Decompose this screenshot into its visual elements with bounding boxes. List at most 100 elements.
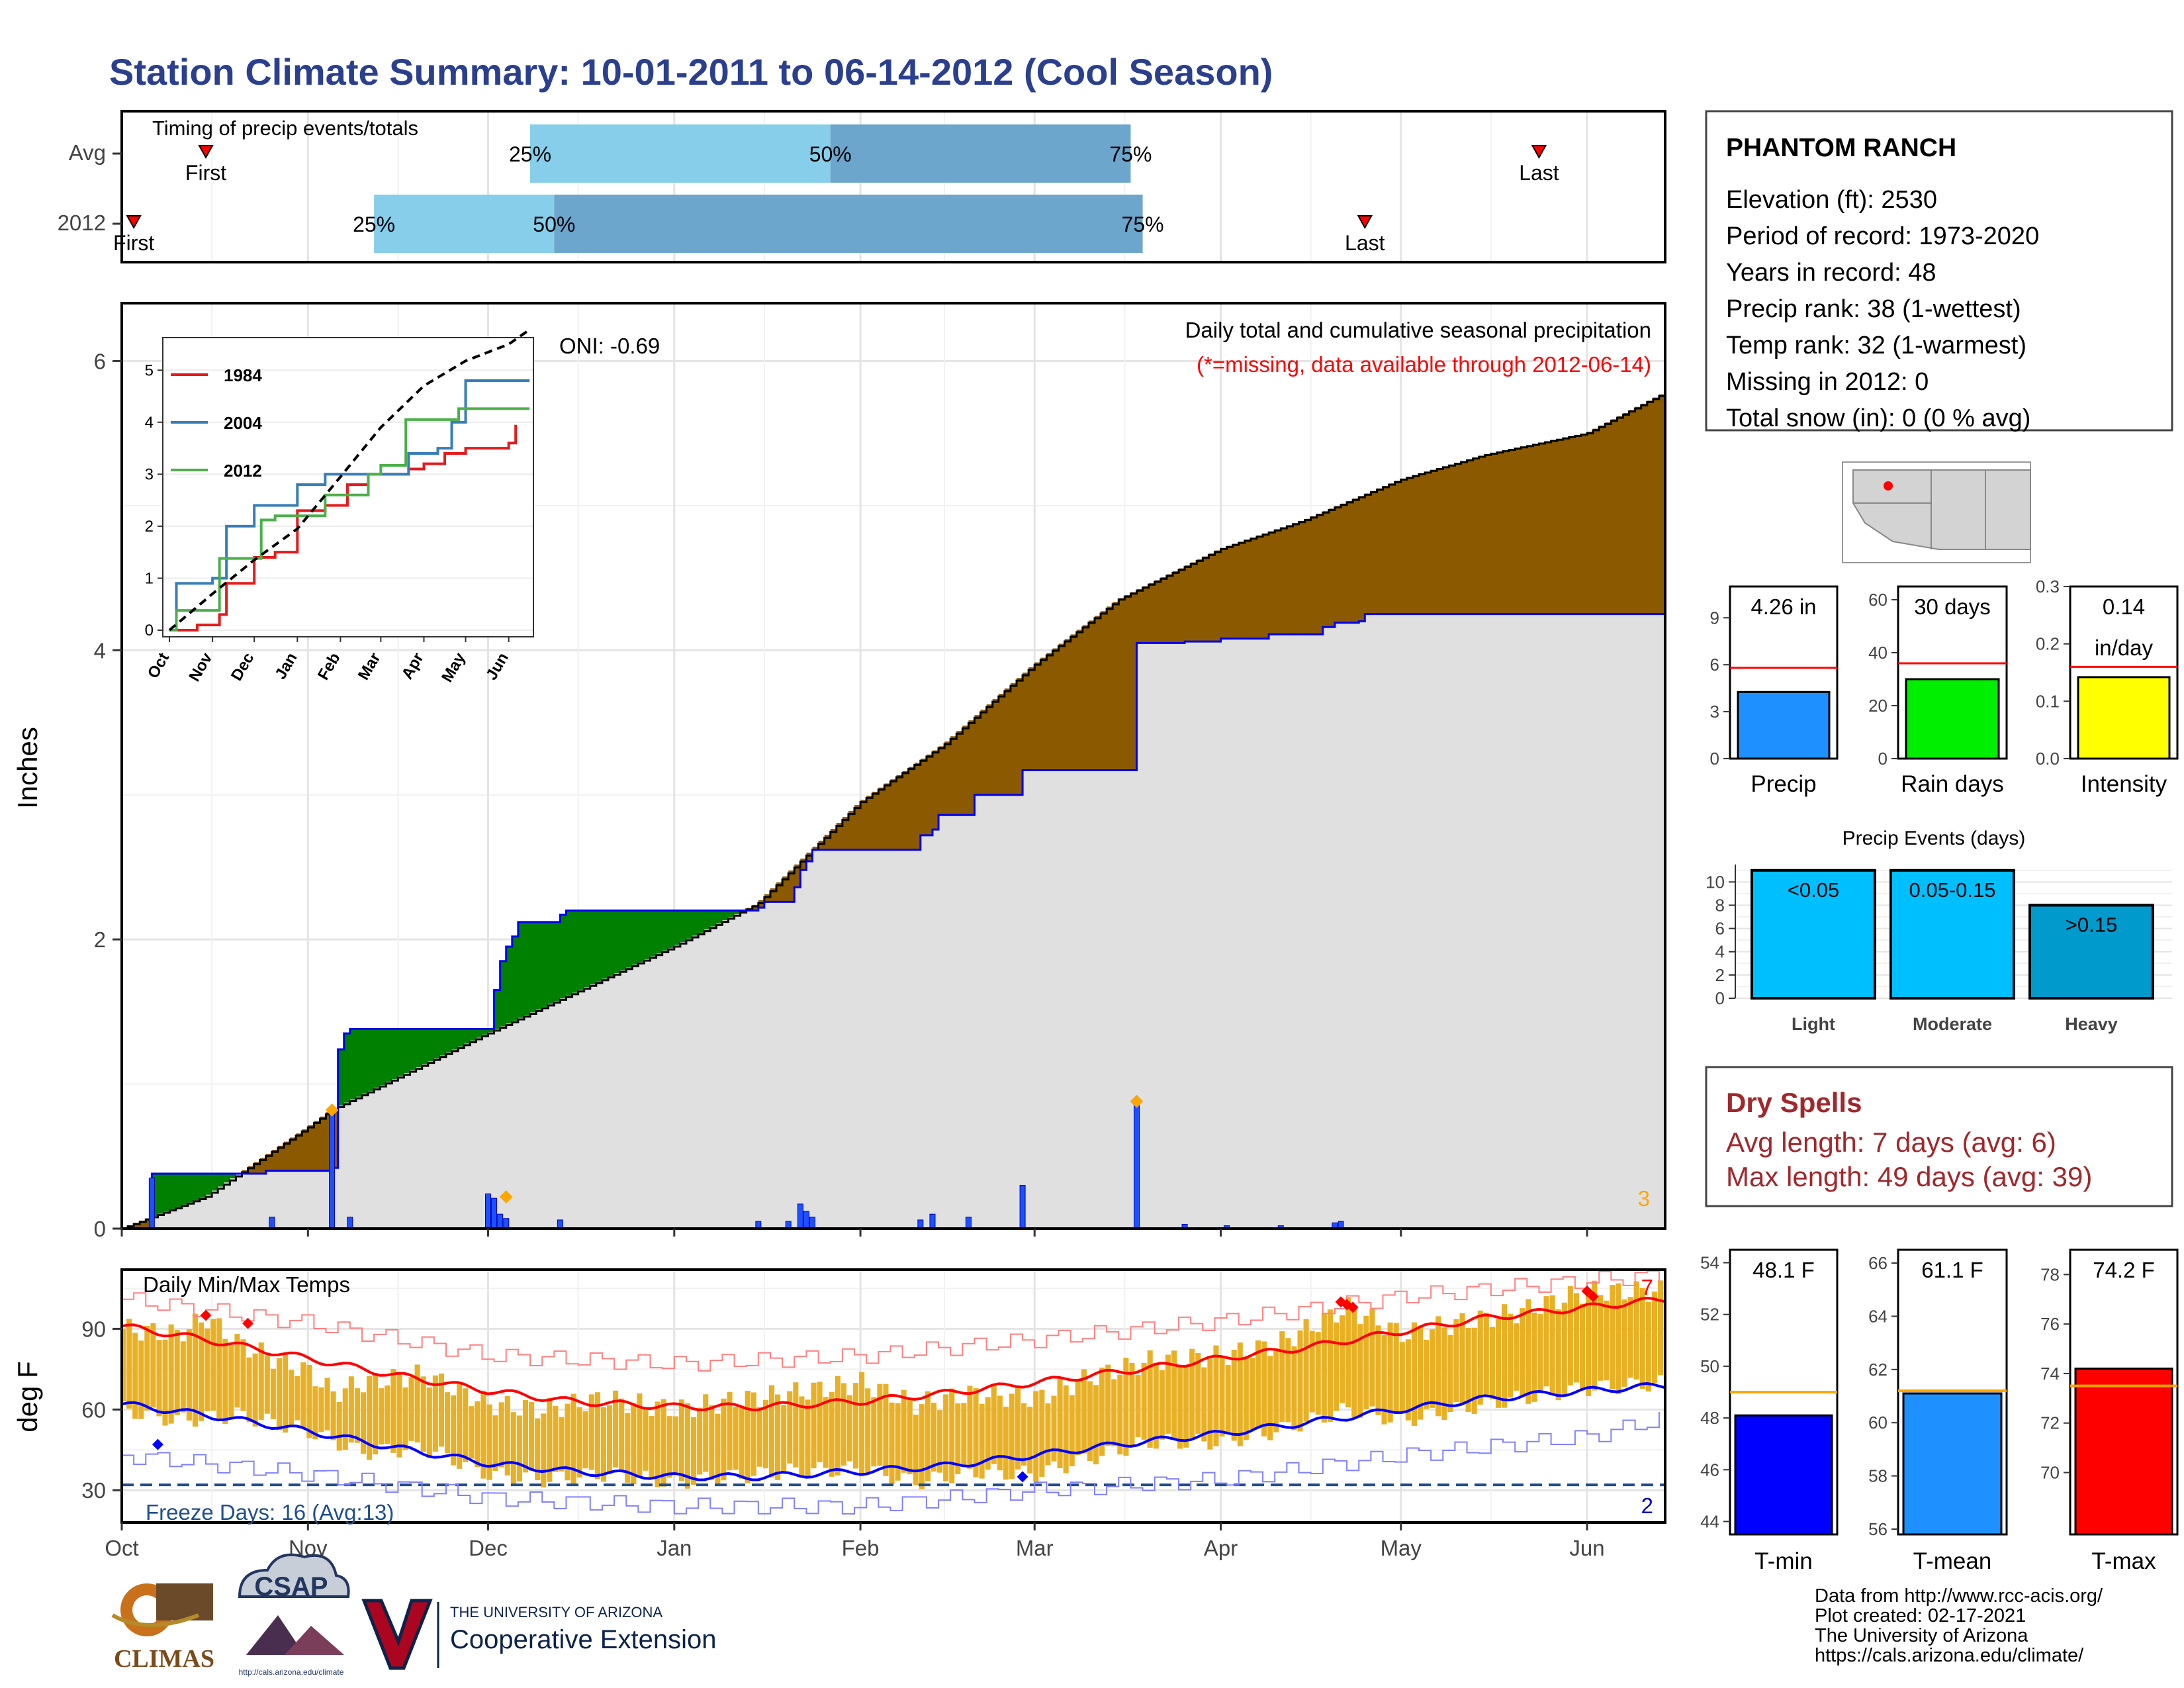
timing-first-label: First: [185, 161, 226, 185]
record-high-marker: [1587, 1291, 1599, 1303]
ua-logo-top: THE UNIVERSITY OF ARIZONA: [450, 1604, 662, 1620]
record-high-count: 7: [1641, 1275, 1653, 1299]
inset-y-tick: 5: [145, 361, 154, 379]
events-y-tick: 2: [1715, 965, 1725, 985]
credits: Data from http://www.rcc-acis.org/ Plot …: [1815, 1585, 2103, 1666]
timing-row-2012-label: 2012: [58, 211, 106, 235]
station-location-marker: [1884, 481, 1893, 491]
summary-y-tick: 9: [1710, 608, 1719, 628]
credit-university: The University of Arizona: [1815, 1625, 2028, 1646]
daily-precip-bar: [1019, 1184, 1026, 1229]
timing-50-label: 50%: [533, 212, 575, 236]
temp-summary-bar-t-max: [2074, 1367, 2173, 1536]
temp-summary-y-tick: 74: [2040, 1364, 2060, 1383]
csap-logo-text: CSAP: [254, 1572, 328, 1601]
daily-record-marker: [1130, 1094, 1144, 1108]
temp-y-axis-label: deg F: [12, 1361, 43, 1432]
precip-y-axis-label: Inches: [12, 727, 43, 809]
avg-max-line: [121, 1296, 1666, 1411]
temp-summary-label: T-min: [1754, 1548, 1813, 1574]
x-tick-apr: Apr: [1204, 1536, 1238, 1560]
timing-label: Timing of precip events/totals: [152, 117, 418, 140]
inset-legend: 1984 2004 2012: [171, 365, 262, 481]
temp-summary-label: T-max: [2091, 1548, 2156, 1574]
daily-record-marker: [499, 1190, 513, 1203]
precip-y-tick: 2: [94, 927, 106, 952]
station-line: Missing in 2012: 0: [1726, 368, 1929, 396]
precip-y-tick: 0: [94, 1217, 106, 1241]
temp-summary-value: 74.2 F: [2093, 1258, 2155, 1282]
events-category: Moderate: [1913, 1014, 1992, 1034]
timing-last-label: Last: [1519, 161, 1559, 185]
summary-bar-precip: [1737, 690, 1831, 760]
precip-annotation: Daily total and cumulative seasonal prec…: [1185, 318, 1651, 342]
summary-value-unit: in/day: [2095, 635, 2154, 660]
temp-summary-bar-t-mean: [1902, 1392, 2003, 1536]
daily-precip-bar: [347, 1217, 353, 1229]
timing-75-label: 75%: [1109, 142, 1152, 166]
events-bar-label: <0.05: [1788, 878, 1839, 902]
x-tick-feb: Feb: [842, 1536, 880, 1560]
timing-bar-50-75: [830, 124, 1131, 183]
temp-panel-label: Daily Min/Max Temps: [143, 1272, 350, 1297]
station-info-box: PHANTOM RANCH Elevation (ft): 2530 Period…: [1705, 110, 2173, 432]
temp-summary-y-tick: 70: [2040, 1463, 2060, 1483]
timing-bar-25-50: [374, 195, 555, 253]
record-high-marker: [1581, 1286, 1593, 1297]
temp-summary-y-tick: 52: [1700, 1305, 1719, 1325]
credit-url: https://cals.arizona.edu/climate/: [1815, 1645, 2084, 1666]
temp-summary-value: 48.1 F: [1752, 1258, 1815, 1282]
precip-missing-note: (*=missing, data available through 2012-…: [1197, 352, 1651, 377]
time-x-axis: Oct Nov Dec Jan Feb Mar Apr May Jun: [105, 1523, 1605, 1560]
daily-precip-bar: [929, 1213, 936, 1229]
record-high-marker: [1347, 1301, 1359, 1313]
station-line: Elevation (ft): 2530: [1726, 186, 1937, 214]
corner-count: 3: [1638, 1186, 1650, 1211]
summary-bars: 4.26 in 0 3 6 9 Precip 30 days 0 20 40 60 Rain days…: [1710, 577, 2179, 797]
events-y-tick: 6: [1715, 919, 1725, 939]
ua-logo-bottom: Cooperative Extension: [450, 1625, 716, 1654]
temp-summary-y-tick: 60: [1868, 1413, 1888, 1432]
daily-precip-bar: [503, 1218, 510, 1229]
temp-summary-bars: 48.1 F 44 46 48 50 52 54 T-min 61.1 F 56 58 60 62 64 6…: [1700, 1248, 2179, 1574]
events-bar-light: [1751, 868, 1876, 1000]
x-tick-may: May: [1381, 1536, 1422, 1560]
summary-value: 30 days: [1914, 594, 1991, 619]
summary-y-tick: 20: [1868, 696, 1888, 716]
freeze-days-label: Freeze Days: 16 (Avg:13): [146, 1500, 394, 1524]
temp-summary-y-tick: 78: [2040, 1264, 2060, 1284]
legend-2004: 2004: [224, 413, 262, 433]
page-title: Station Climate Summary: 10-01-2011 to 0…: [109, 51, 1273, 93]
timing-75-label: 75%: [1122, 212, 1164, 236]
events-category: Light: [1792, 1014, 1835, 1034]
inset-line-2012: [169, 407, 530, 632]
timing-25-label: 25%: [353, 212, 395, 236]
inset-line-average: [168, 328, 531, 632]
observed-cumulative-line: [122, 612, 1666, 1230]
timing-last-label: Last: [1345, 231, 1385, 255]
events-bar-label: >0.15: [2066, 913, 2117, 936]
credit-date: Plot created: 02-17-2021: [1815, 1605, 2026, 1626]
ua-logo: THE UNIVERSITY OF ARIZONA Cooperative Ex…: [361, 1599, 716, 1670]
timing-first-marker: [198, 145, 214, 160]
x-tick-jan: Jan: [657, 1536, 692, 1560]
summary-y-tick: 0.3: [2036, 577, 2060, 596]
precip-events-chart: Precip Events (days) 0 2 4 6 8 10 <0.05 Light 0.…: [1706, 827, 2172, 1034]
timing-25-label: 25%: [509, 142, 551, 166]
precip-y-tick: 6: [94, 349, 106, 373]
csap-url: http://cals.arizona.edu/climate: [239, 1667, 344, 1677]
temp-summary-bar-t-min: [1734, 1414, 1833, 1536]
climas-logo-text: CLIMAS: [114, 1645, 214, 1673]
temp-summary-y-tick: 76: [2040, 1314, 2060, 1334]
summary-y-tick: 60: [1868, 590, 1888, 610]
precip-panel: 0 2 4 6 Inches Daily total and cumulative s…: [12, 302, 1666, 1241]
x-tick-mar: Mar: [1016, 1536, 1054, 1560]
temp-summary-y-tick: 46: [1700, 1460, 1719, 1479]
summary-value: 0.14: [2103, 594, 2145, 619]
temp-summary-y-tick: 62: [1868, 1360, 1888, 1380]
daily-record-marker: [325, 1103, 339, 1117]
climas-logo: CLIMAS: [111, 1583, 214, 1673]
credit-source: Data from http://www.rcc-acis.org/: [1815, 1585, 2103, 1607]
temp-summary-y-tick: 56: [1868, 1519, 1888, 1539]
